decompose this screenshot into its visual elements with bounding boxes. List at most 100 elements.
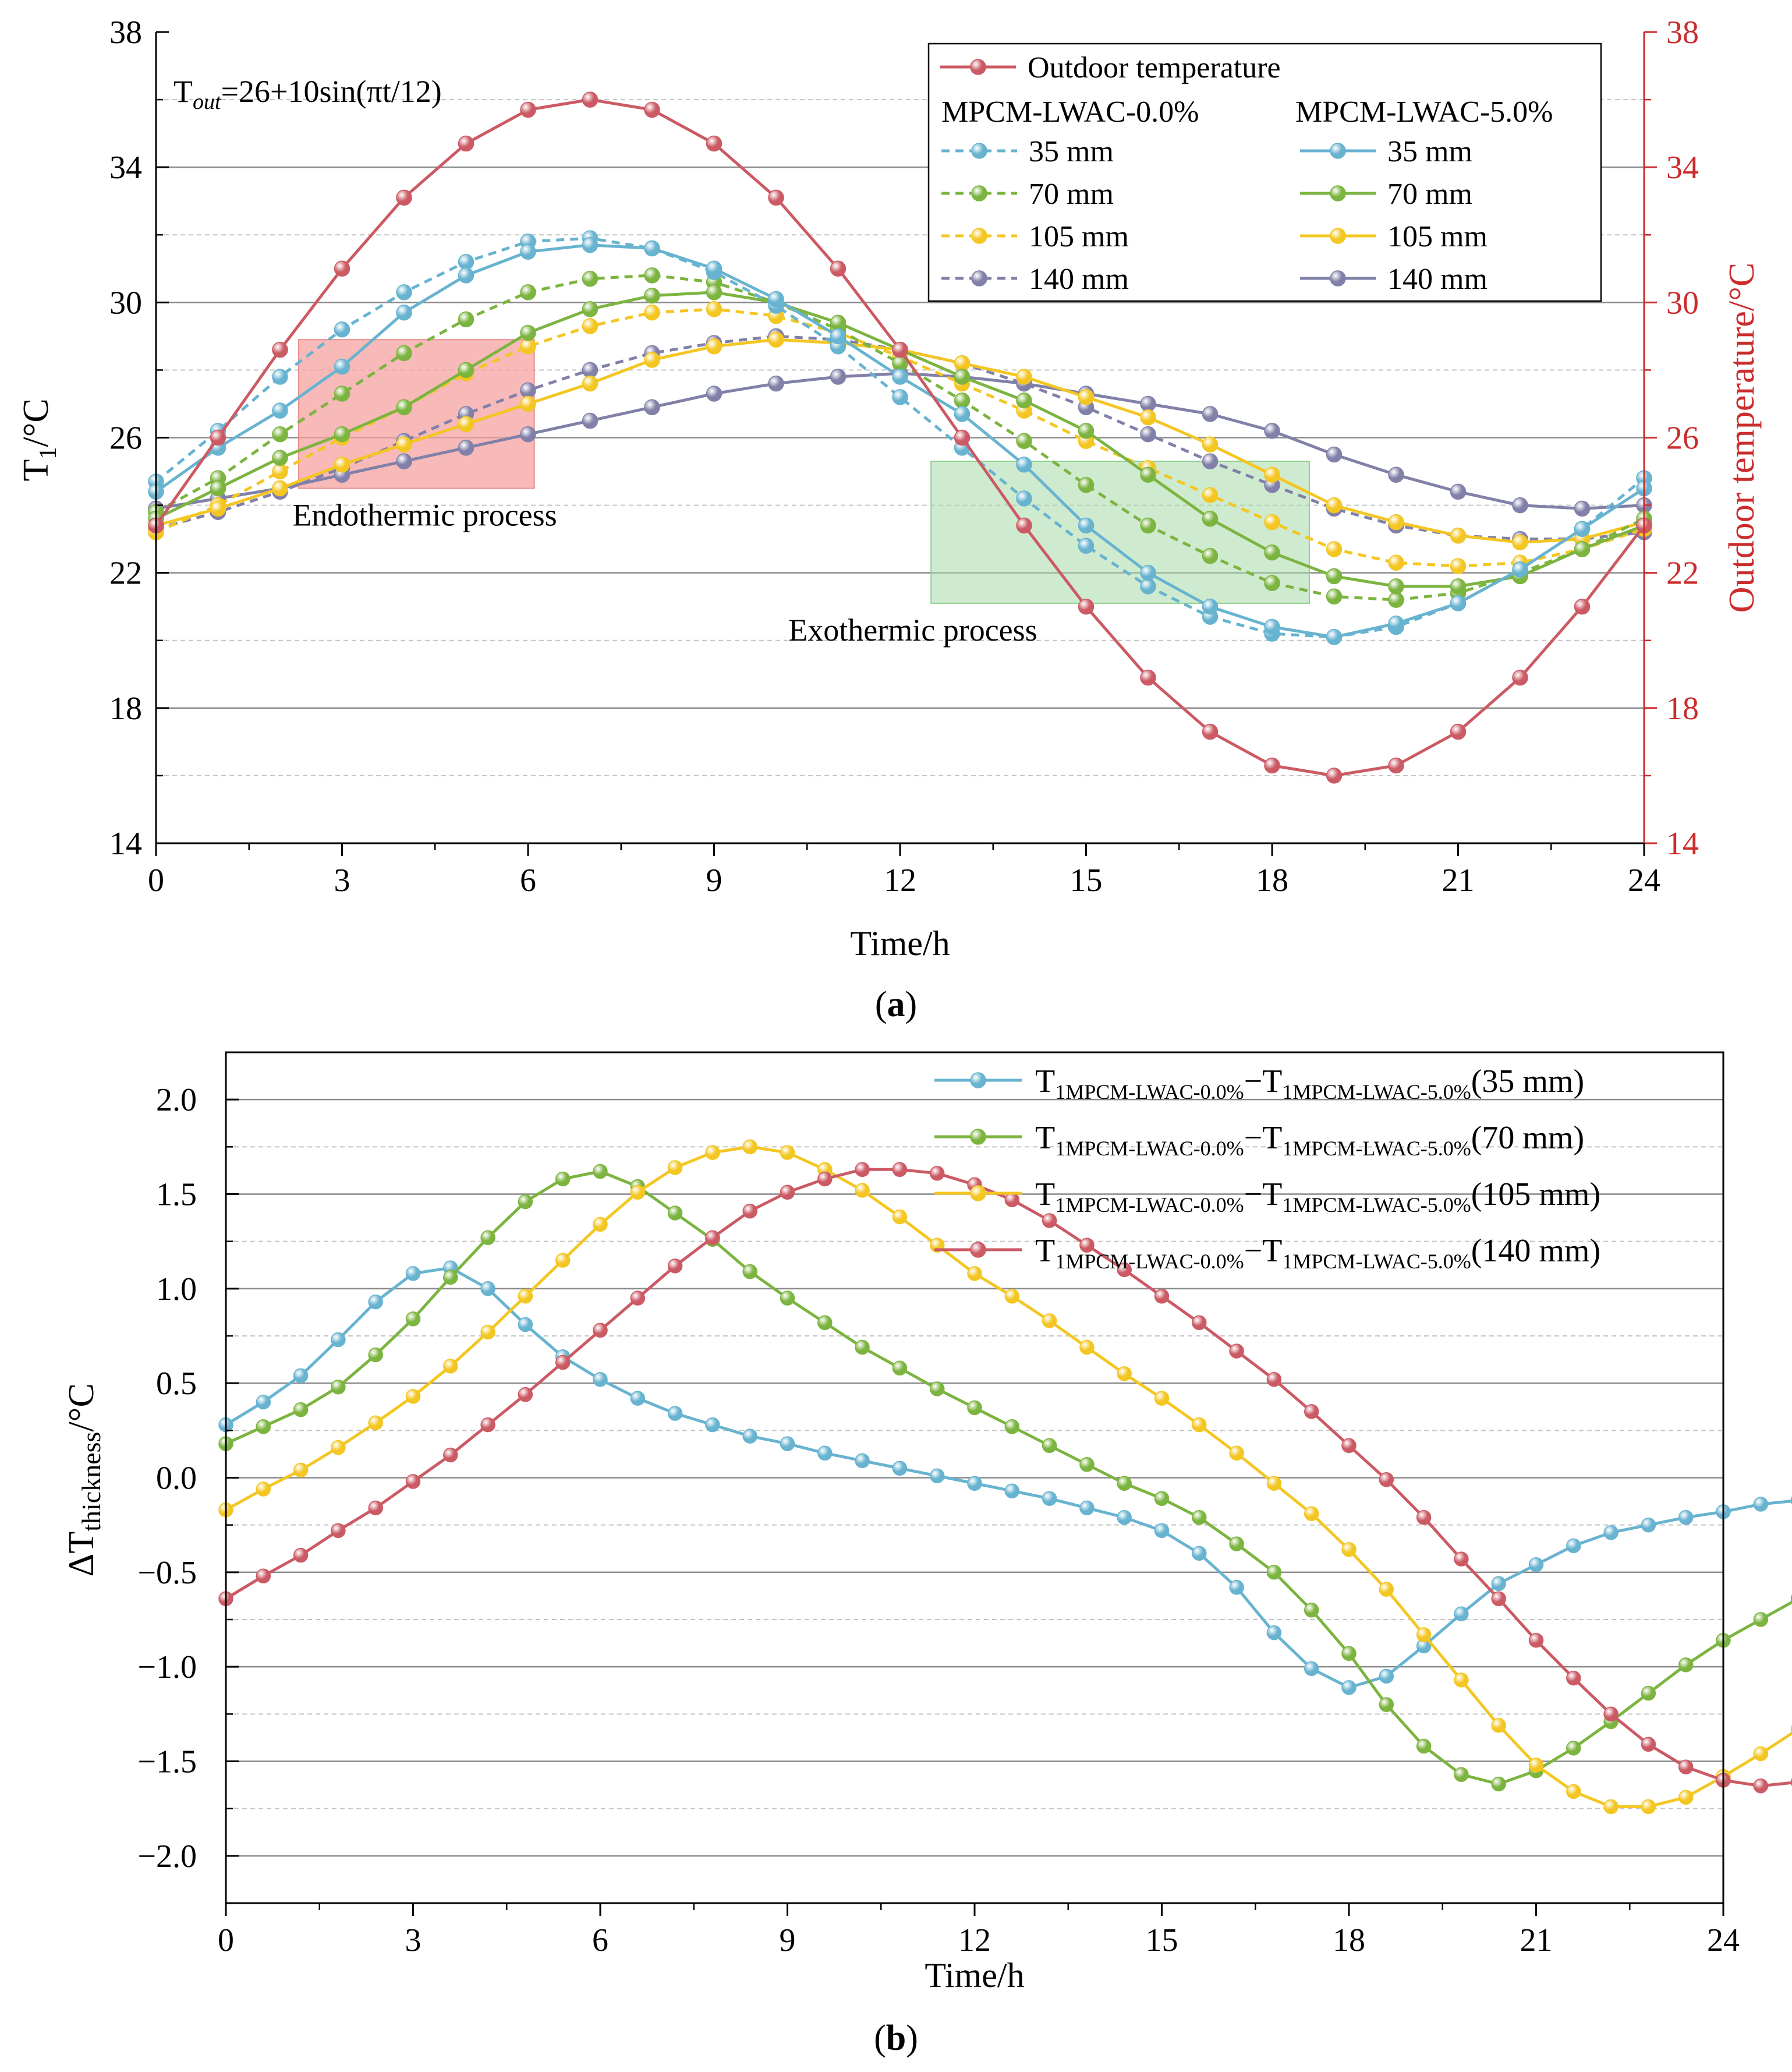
data-point-yellow: [1641, 1799, 1656, 1815]
data-point-green: [334, 426, 350, 443]
data-point-green: [555, 1171, 571, 1187]
data-point-blue: [1016, 490, 1032, 507]
data-point-red: [1304, 1404, 1319, 1419]
data-point-purple: [1388, 466, 1404, 483]
data-point-yellow: [405, 1389, 421, 1404]
data-point-green: [520, 284, 536, 300]
data-point-green: [1079, 1457, 1095, 1472]
data-point-blue: [1004, 1483, 1020, 1498]
data-point-blue: [396, 284, 412, 300]
legend-suffix: (140 mm): [1471, 1233, 1600, 1269]
legend-label: T1MPCM-LWAC-0.0%−T1MPCM-LWAC-5.0%(35 mm): [1035, 1063, 1584, 1104]
y-tick-label: 34: [109, 150, 142, 186]
data-point-blue: [1078, 538, 1095, 554]
legend-label: 105 mm: [1029, 220, 1129, 253]
data-point-blue: [892, 1461, 908, 1476]
y-axis-label-sub: 1: [35, 447, 62, 459]
data-point-red: [1326, 768, 1343, 784]
legend-sub: 1MPCM-LWAC-5.0%: [1282, 1193, 1471, 1217]
data-point-green: [1202, 511, 1219, 527]
data-point-red: [1574, 598, 1591, 615]
data-point-green: [830, 314, 847, 331]
y-tick-label: 0.5: [156, 1366, 197, 1402]
data-point-red: [954, 429, 971, 446]
legend-label: 70 mm: [1387, 178, 1472, 211]
x-tick-label: 6: [592, 1922, 608, 1958]
x-tick-label: 0: [218, 1922, 234, 1958]
data-point-yellow: [967, 1266, 982, 1281]
data-point-purple: [644, 399, 660, 416]
data-point-red: [1078, 598, 1095, 615]
data-point-blue: [1454, 1606, 1469, 1622]
data-point-red: [1264, 757, 1280, 774]
data-point-purple: [458, 440, 474, 456]
y-tick-label: 38: [109, 15, 142, 51]
data-point-green: [396, 399, 412, 416]
data-point-blue: [768, 291, 784, 307]
legend-label: 35 mm: [1029, 135, 1114, 168]
y2-axis-label: Outdoor temperature/°C: [1722, 263, 1762, 613]
legend-a: Outdoor temperature MPCM-LWAC-0.0% MPCM-LW…: [927, 43, 1602, 302]
data-point-yellow: [644, 352, 660, 368]
data-point-yellow: [1388, 554, 1404, 571]
x-tick-label: 3: [405, 1922, 422, 1958]
data-point-yellow: [1753, 1746, 1769, 1762]
y-tick-label: 26: [109, 420, 142, 457]
data-point-red: [705, 1230, 720, 1245]
data-point-red: [331, 1523, 346, 1539]
data-point-blue: [1491, 1576, 1506, 1592]
legend-swatch-marker: [971, 228, 987, 244]
y-axis-label-main: T: [16, 459, 56, 482]
legend-swatch-marker: [970, 1072, 986, 1088]
data-point-red: [742, 1203, 757, 1219]
x-tick-label: 9: [780, 1922, 796, 1958]
data-point-yellow: [480, 1324, 495, 1340]
data-point-green: [593, 1164, 608, 1179]
data-point-purple: [768, 375, 784, 392]
data-point-green: [272, 450, 288, 466]
data-point-green: [1016, 433, 1032, 450]
legend-swatch-marker: [970, 1129, 986, 1145]
data-point-green: [929, 1381, 945, 1396]
data-point-red: [1379, 1472, 1394, 1487]
data-point-red: [256, 1568, 271, 1584]
data-point-blue: [1264, 618, 1280, 635]
data-point-yellow: [1154, 1391, 1170, 1406]
data-point-yellow: [331, 1440, 346, 1455]
data-point-yellow: [1326, 497, 1343, 514]
data-point-red: [855, 1162, 870, 1178]
data-point-red: [1641, 1737, 1656, 1752]
legend-t: T: [1035, 1233, 1055, 1269]
legend-t: −T: [1244, 1176, 1283, 1212]
data-point-green: [1202, 547, 1219, 564]
data-point-blue: [1512, 561, 1528, 578]
data-point-green: [1678, 1657, 1694, 1673]
legend-sub: 1MPCM-LWAC-5.0%: [1282, 1080, 1471, 1104]
data-point-yellow: [1266, 1476, 1282, 1491]
data-point-yellow: [458, 416, 474, 433]
legend-swatch-marker: [1330, 143, 1346, 159]
legend-swatch-marker: [971, 270, 987, 287]
data-point-red: [706, 135, 723, 152]
data-point-blue: [1678, 1509, 1694, 1525]
data-point-red: [830, 260, 847, 277]
data-point-red: [1566, 1670, 1581, 1686]
data-point-green: [644, 267, 660, 284]
data-point-red: [1042, 1213, 1057, 1228]
data-point-purple: [520, 426, 536, 443]
data-point-green: [368, 1347, 383, 1363]
data-point-yellow: [1388, 514, 1404, 531]
legend-suffix: (35 mm): [1471, 1063, 1584, 1099]
data-point-blue: [480, 1281, 495, 1296]
exothermic-label: Exothermic process: [788, 613, 1037, 648]
data-point-green: [1264, 544, 1280, 561]
data-point-purple: [582, 412, 598, 429]
y-tick-label: 2.0: [156, 1082, 197, 1118]
data-point-purple: [520, 382, 536, 398]
x-tick-label: 12: [884, 862, 916, 899]
data-point-red: [582, 91, 598, 108]
panel-a: Endothermic process Exothermic process 14 1…: [16, 15, 1762, 1024]
y-tick-label: 1.0: [156, 1271, 197, 1307]
equation-rest: =26+10sin(πt/12): [221, 74, 442, 109]
paren: ): [906, 2018, 918, 2058]
